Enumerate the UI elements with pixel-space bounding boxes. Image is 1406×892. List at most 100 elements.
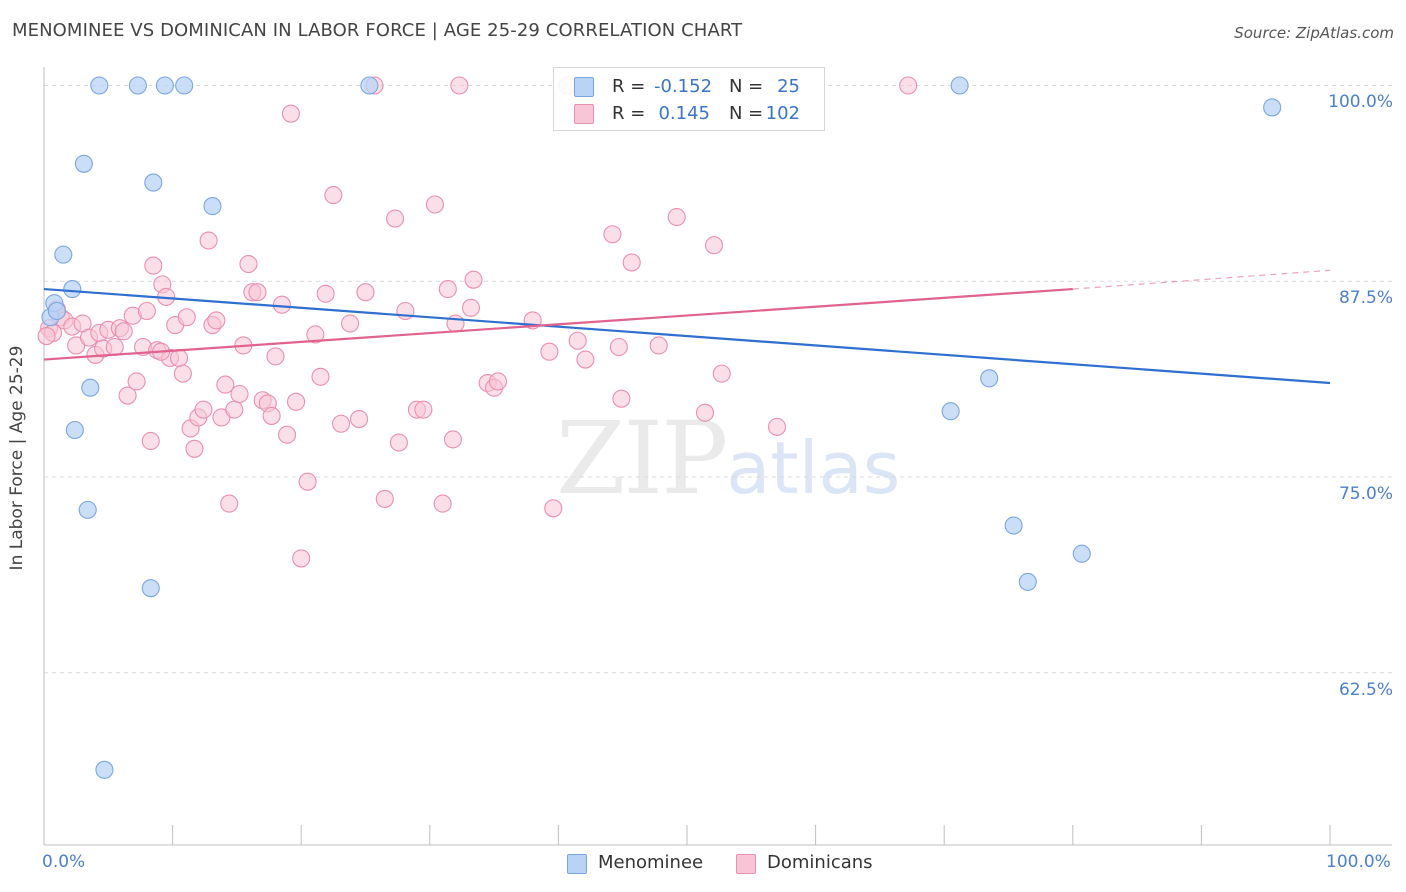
- dominican-point: [207, 311, 226, 330]
- dominican-point: [461, 298, 481, 317]
- dominican-point: [622, 253, 641, 272]
- dominican-point: [767, 417, 787, 436]
- legend-r-value: 0.145: [658, 103, 710, 124]
- dominican-point: [272, 295, 291, 314]
- dominican-point: [230, 384, 249, 404]
- dominican-point: [194, 400, 213, 419]
- dominican-point: [375, 489, 394, 508]
- dominican-point: [144, 256, 163, 275]
- dominican-point: [141, 431, 160, 451]
- dominican-point: [306, 325, 325, 344]
- menominee-point: [81, 378, 100, 397]
- y-axis-label: In Labor Force | Age 25-29: [7, 345, 27, 571]
- legend-row-dominicans: R = 0.145 N = 102: [554, 101, 824, 127]
- dominican-point: [332, 414, 351, 433]
- dominican-point: [414, 400, 433, 419]
- menominee-point: [54, 245, 73, 264]
- dominican-point: [568, 331, 587, 350]
- y-tick-label: 62.5%: [1338, 679, 1393, 700]
- y-tick-label: 100.0%: [1328, 92, 1393, 113]
- menominee-point: [141, 579, 160, 598]
- legend-r-value: -0.152: [654, 76, 713, 97]
- dominican-point: [37, 326, 56, 346]
- legend-r-label: R =: [612, 103, 646, 124]
- dominican-point: [311, 367, 330, 386]
- watermark-atlas: atlas: [726, 426, 901, 510]
- dominican-point: [185, 439, 204, 458]
- dominican-point: [704, 236, 724, 255]
- dominican-point: [177, 308, 196, 327]
- dominican-point: [540, 342, 559, 361]
- dominican-point: [712, 364, 731, 383]
- dominican-point: [239, 254, 258, 274]
- dominican-point: [220, 494, 239, 513]
- dominican-point: [324, 186, 343, 205]
- legend-n-label: N =: [729, 103, 764, 124]
- axes: [43, 67, 1392, 846]
- dominican-point: [356, 283, 375, 302]
- legend-swatch-menominee: [574, 77, 594, 97]
- menominee-point: [1072, 544, 1091, 563]
- dominican-point: [446, 314, 465, 333]
- dominican-point: [609, 337, 628, 357]
- menominee-point: [941, 402, 960, 421]
- dominican-point: [292, 549, 311, 568]
- bottom-label-menominee: Menominee: [598, 852, 704, 873]
- dominican-point: [386, 209, 405, 228]
- menominee-point: [47, 301, 66, 321]
- menominee-point: [203, 197, 222, 216]
- source-label: Source: ZipAtlas.com: [1234, 24, 1394, 42]
- dominican-point: [464, 270, 483, 289]
- dominican-point: [389, 433, 408, 452]
- menominee-points: [41, 76, 1282, 779]
- legend-row-menominee: R = -0.152 N = 25: [554, 74, 824, 100]
- dominican-point: [341, 314, 360, 333]
- dominican-point: [316, 284, 335, 303]
- dominican-trend-extension: [1072, 269, 1331, 290]
- dominican-point: [266, 347, 285, 366]
- dominican-point: [899, 76, 918, 95]
- legend-r-label: R =: [612, 76, 646, 97]
- x-tick-label-min: 0.0%: [42, 852, 86, 872]
- dominican-point: [350, 409, 369, 429]
- menominee-point: [155, 76, 174, 95]
- dominican-point: [281, 104, 300, 123]
- dominican-point: [173, 364, 192, 383]
- dominican-point: [114, 322, 133, 341]
- correlation-legend: R = -0.152 N = 25 R = 0.145 N = 102: [553, 67, 825, 131]
- dominican-point: [488, 372, 508, 391]
- menominee-point: [63, 280, 82, 299]
- dominican-point: [433, 494, 452, 513]
- menominee-point: [1263, 98, 1282, 117]
- dominican-points: [37, 76, 918, 568]
- chart-title: MENOMINEE VS DOMINICAN IN LABOR FORCE | …: [12, 20, 743, 41]
- x-tick-label-max: 100.0%: [1326, 852, 1391, 872]
- dominican-point: [287, 392, 306, 411]
- dominican-point: [127, 372, 146, 391]
- bottom-swatch-menominee: [567, 854, 587, 874]
- dominican-point: [278, 425, 297, 444]
- dominican-point: [450, 76, 469, 95]
- dominican-trend-line: [43, 287, 1073, 361]
- dominican-point: [612, 389, 631, 408]
- dominican-point: [695, 403, 715, 422]
- dominican-point: [576, 350, 595, 369]
- dominican-point: [544, 499, 563, 518]
- bottom-swatch-dominicans: [736, 854, 756, 874]
- dominican-point: [118, 386, 137, 405]
- menominee-point: [128, 76, 147, 95]
- legend-swatch-dominicans: [574, 104, 594, 124]
- menominee-point: [950, 76, 969, 95]
- menominee-point: [144, 173, 163, 192]
- menominee-point: [78, 500, 97, 519]
- dominican-point: [262, 406, 281, 425]
- menominee-point: [95, 760, 114, 779]
- dominican-point: [298, 472, 317, 491]
- dominican-point: [649, 336, 668, 355]
- dominican-point: [603, 225, 622, 244]
- y-tick-label: 87.5%: [1338, 288, 1393, 309]
- trend-lines: [43, 269, 1331, 385]
- dominican-point: [137, 301, 156, 321]
- dominican-point: [225, 400, 244, 419]
